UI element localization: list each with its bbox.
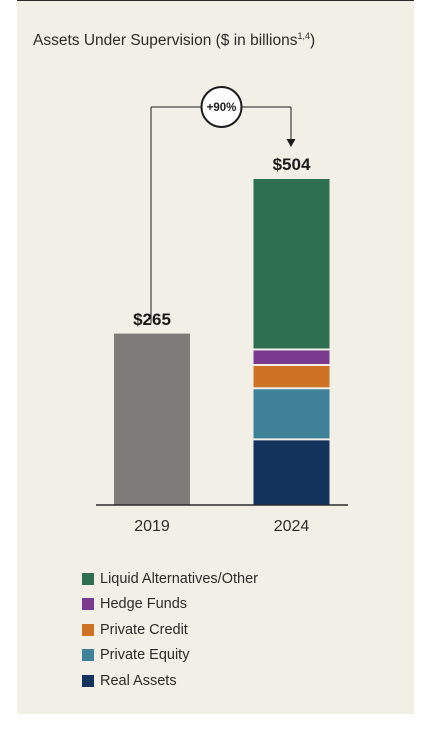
legend-label: Private Credit <box>100 621 188 638</box>
legend-label: Hedge Funds <box>100 596 188 613</box>
legend-swatch <box>82 572 94 585</box>
bar-2024-real-assets <box>253 440 330 505</box>
legend-swatch <box>82 623 94 636</box>
legend-swatch <box>82 649 94 662</box>
x-tick-label-2019: 2019 <box>134 518 170 535</box>
bar-2024-hedge-funds <box>253 350 330 364</box>
legend-label: Real Assets <box>100 672 177 689</box>
legend-item-private-credit: Private Credit <box>82 617 258 643</box>
growth-badge <box>200 86 243 128</box>
growth-arrow-head <box>286 139 296 147</box>
bar-2024-private-credit <box>253 365 330 388</box>
x-tick-label-2024: 2024 <box>274 518 310 535</box>
legend-item-liquid-alternatives: Liquid Alternatives/Other <box>82 566 258 592</box>
legend-swatch <box>82 674 94 687</box>
total-label-2019: $265 <box>133 310 171 329</box>
chart-title: Assets Under Supervision ($ in billions1… <box>33 31 316 49</box>
chart-plot: +90% 2019 2024 $265 $504 <box>96 86 348 535</box>
title-footnote: 1,4 <box>297 31 310 41</box>
legend-item-private-equity: Private Equity <box>82 643 258 669</box>
top-rule <box>17 0 414 1</box>
legend-swatch <box>82 598 94 611</box>
legend-label: Private Equity <box>100 647 190 664</box>
growth-badge-label: +90% <box>207 102 237 114</box>
legend: Liquid Alternatives/Other Hedge Funds Pr… <box>82 566 258 694</box>
bar-2019 <box>114 333 190 505</box>
legend-label: Liquid Alternatives/Other <box>100 570 258 587</box>
bar-2024-liquid-alternatives-other <box>253 179 330 349</box>
legend-item-real-assets: Real Assets <box>82 668 258 694</box>
bar-2024-private-equity <box>253 389 330 439</box>
legend-item-hedge-funds: Hedge Funds <box>82 592 258 618</box>
total-label-2024: $504 <box>273 155 311 174</box>
